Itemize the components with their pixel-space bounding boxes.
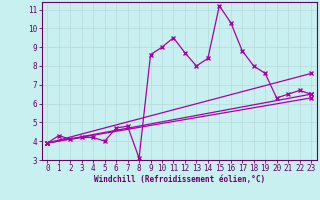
X-axis label: Windchill (Refroidissement éolien,°C): Windchill (Refroidissement éolien,°C) [94,175,265,184]
